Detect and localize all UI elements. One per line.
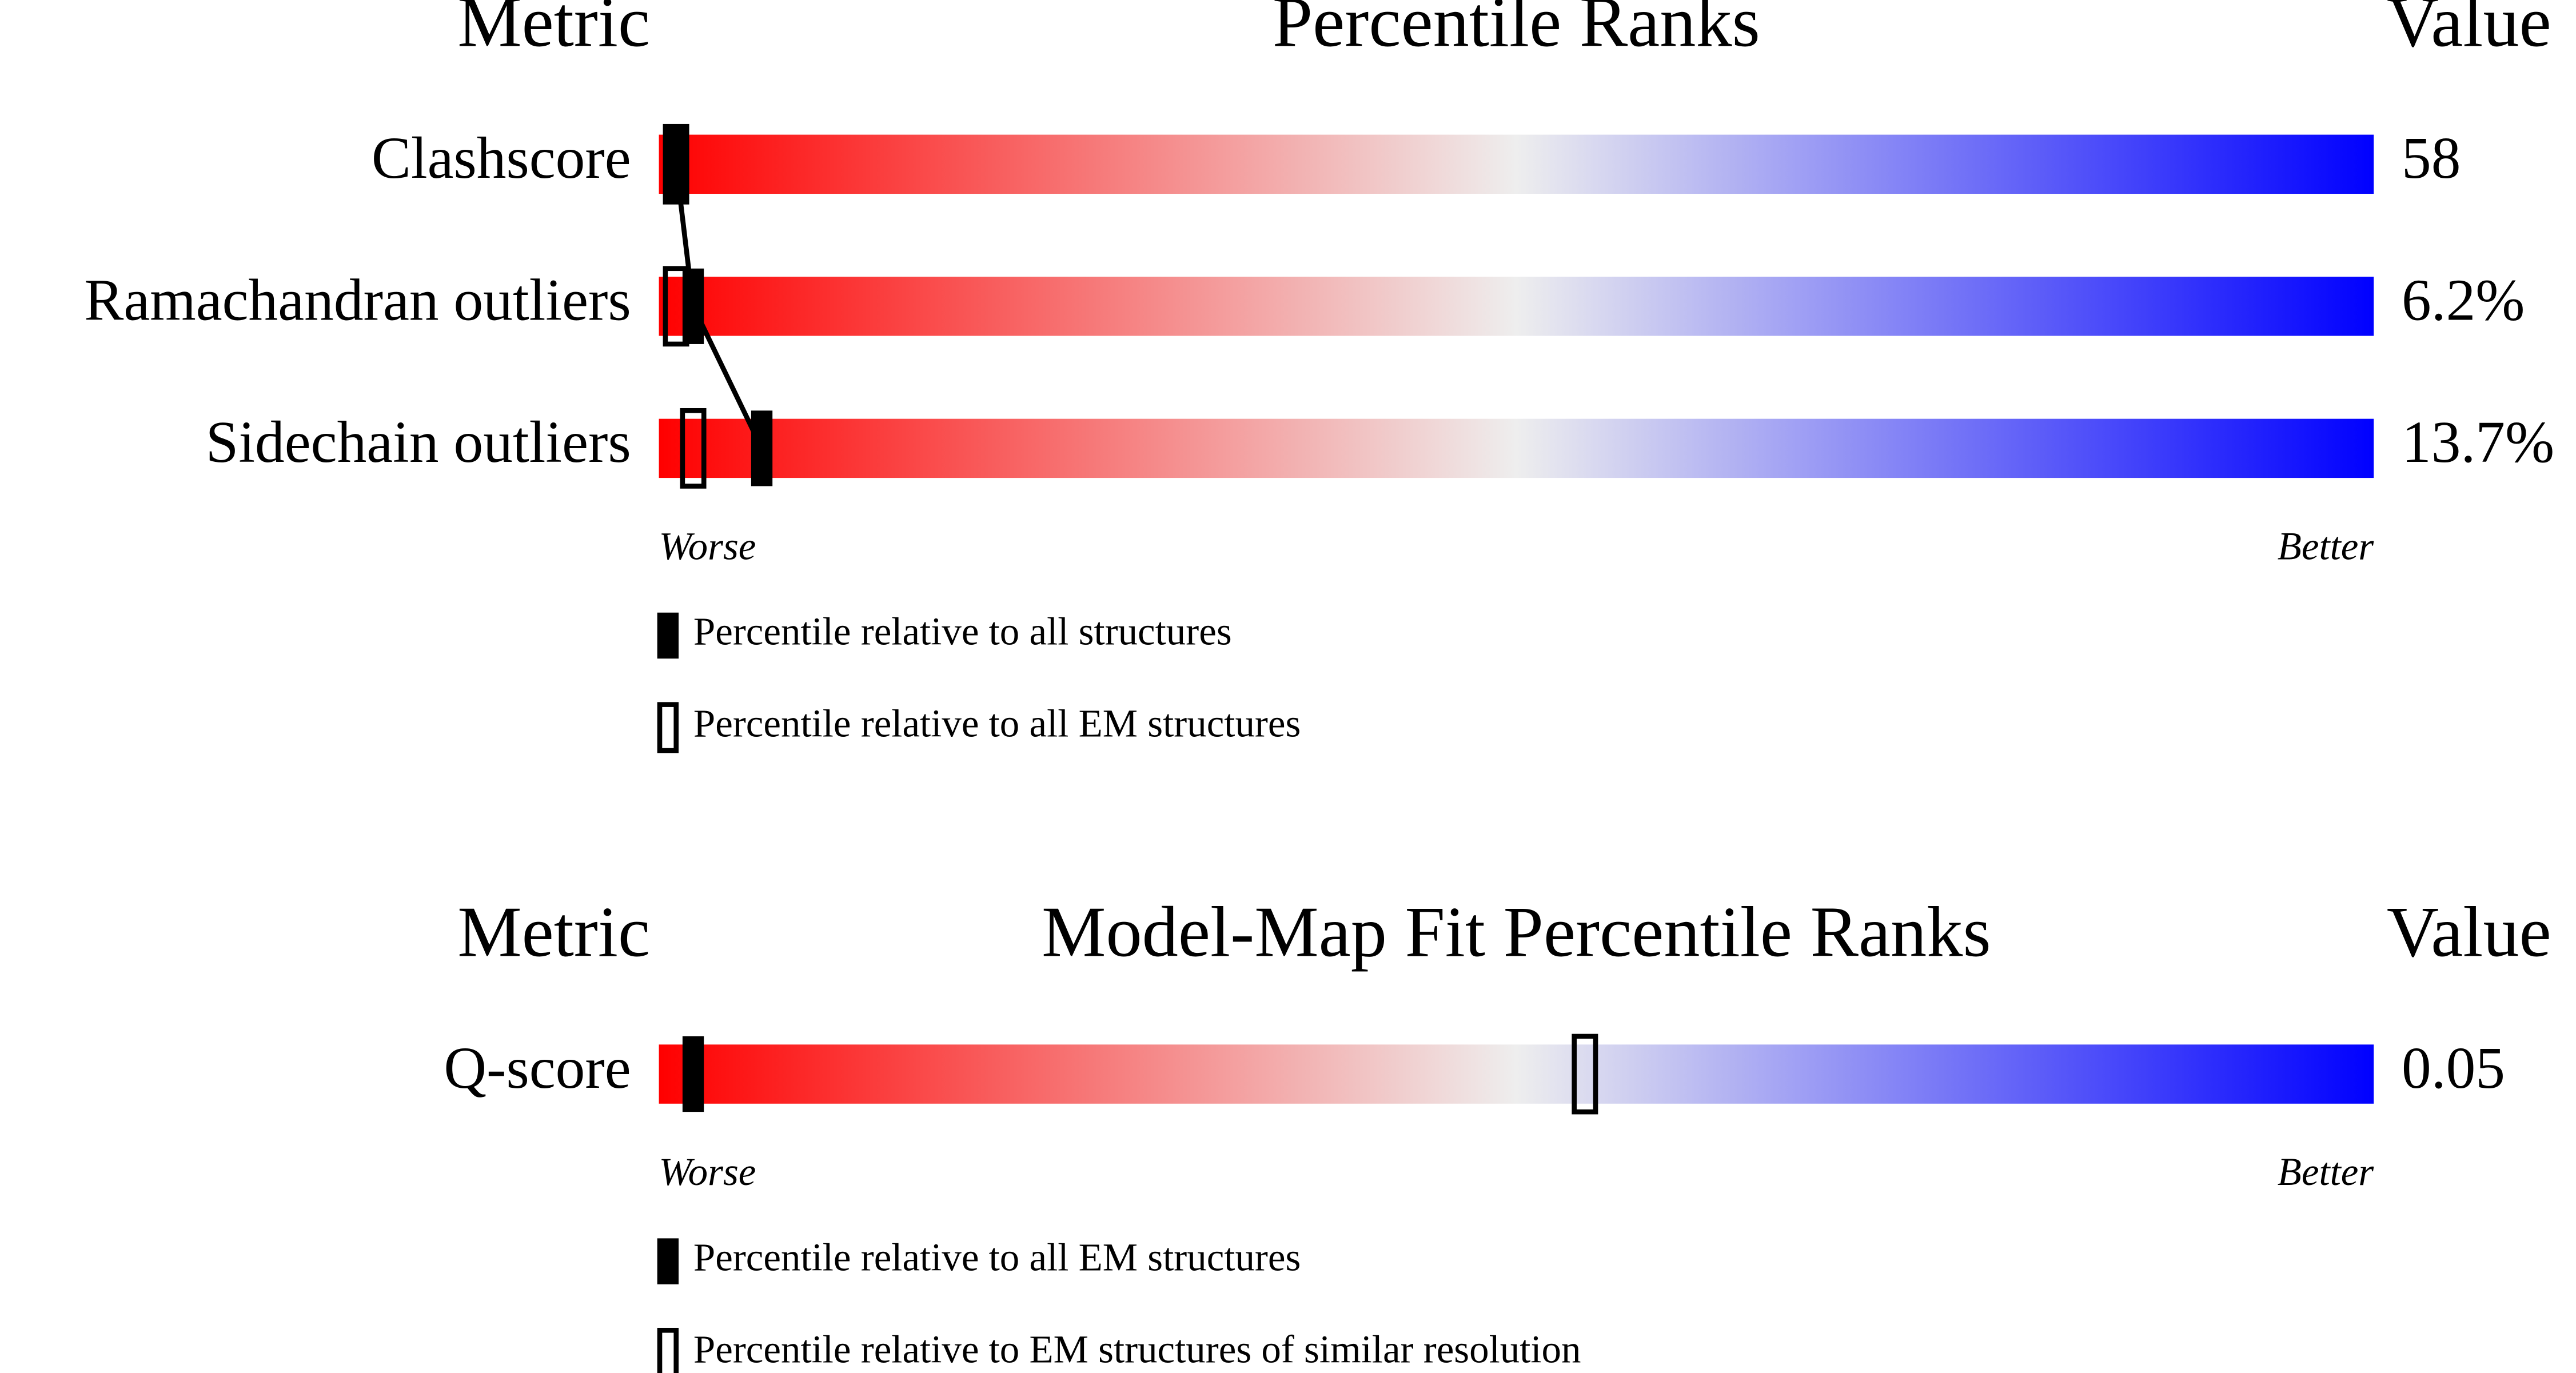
chart-title: Model-Map Fit Percentile Ranks xyxy=(1042,892,1991,972)
legend-swatch xyxy=(657,702,679,753)
better-label: Better xyxy=(2278,1150,2375,1194)
value-header: Value xyxy=(2387,892,2551,972)
metric-label: Ramachandran outliers xyxy=(84,268,631,333)
metric-value: 0.05 xyxy=(2402,1036,2505,1101)
metric-value: 58 xyxy=(2402,126,2461,191)
marker-filled xyxy=(682,268,704,344)
chart-title: Percentile Ranks xyxy=(1273,0,1760,62)
percentile-bar xyxy=(659,134,2374,194)
marker-filled xyxy=(682,1036,704,1112)
value-header: Value xyxy=(2387,0,2551,62)
legend-label: Percentile relative to all EM structures xyxy=(693,1235,1301,1279)
metric-value: 13.7% xyxy=(2402,410,2554,475)
percentile-bar xyxy=(659,1044,2374,1104)
worse-label: Worse xyxy=(659,1150,756,1194)
metric-header: Metric xyxy=(457,892,650,972)
legend-swatch xyxy=(657,1327,679,1373)
metric-value: 6.2% xyxy=(2402,268,2525,333)
metric-label: Clashscore xyxy=(372,126,631,191)
better-label: Better xyxy=(2278,524,2375,568)
legend-label: Percentile relative to all structures xyxy=(693,610,1232,653)
legend-swatch xyxy=(657,612,679,659)
marker-filled xyxy=(751,410,773,486)
legend-label: Percentile relative to all EM structures xyxy=(693,702,1301,745)
metric-header: Metric xyxy=(457,0,650,62)
legend-label: Percentile relative to EM structures of … xyxy=(693,1327,1581,1371)
marker-open xyxy=(1572,1033,1598,1115)
marker-filled xyxy=(665,126,687,202)
legend-swatch xyxy=(657,1238,679,1284)
metric-label: Q-score xyxy=(444,1036,631,1101)
marker-open xyxy=(680,408,707,489)
percentile-bar xyxy=(659,277,2374,336)
percentile-bar xyxy=(659,418,2374,478)
worse-label: Worse xyxy=(659,524,756,568)
metric-label: Sidechain outliers xyxy=(206,410,631,475)
